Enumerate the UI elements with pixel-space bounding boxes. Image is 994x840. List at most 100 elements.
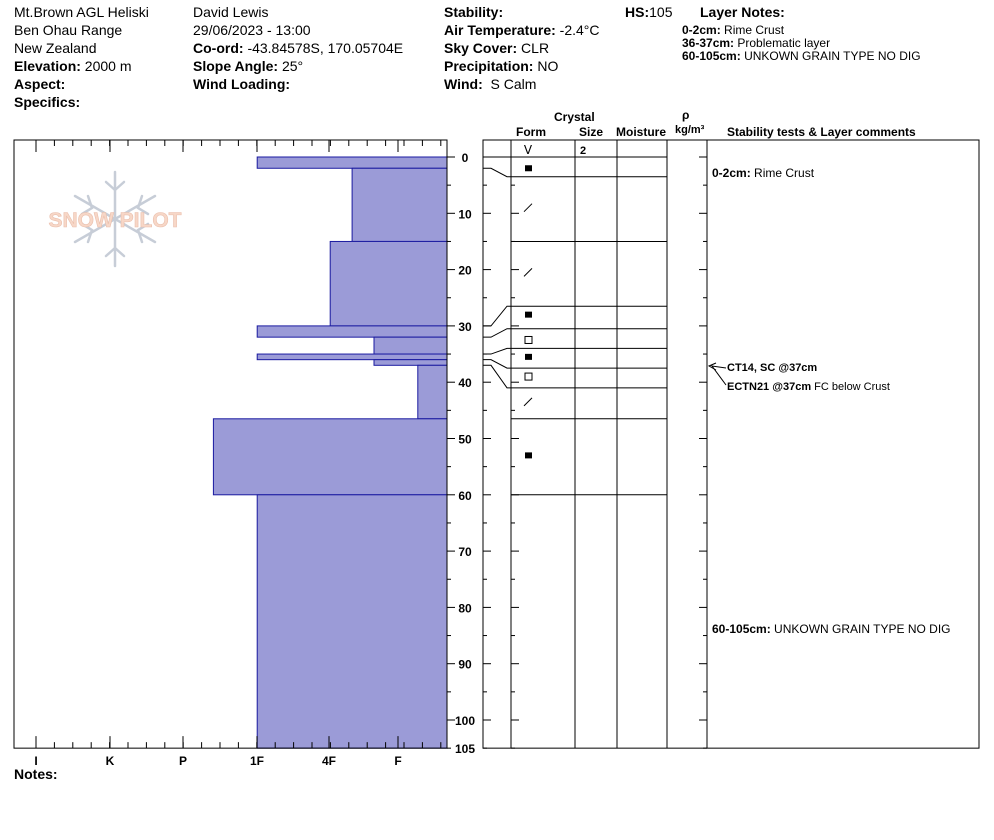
hardness-bar xyxy=(417,364,448,420)
hardness-bar xyxy=(256,325,448,338)
stability-label: Stability: xyxy=(444,4,504,20)
stability-comments: 0-2cm: Rime Crust CT14, SC @37cm ECTN21 @3… xyxy=(707,166,951,636)
rho-header: ρ xyxy=(682,108,690,122)
depth-tick-label: 0 xyxy=(462,151,469,165)
hardness-tick-label: F xyxy=(394,754,401,768)
density-unit-header: kg/m³ xyxy=(675,124,705,136)
operation-name: Mt.Brown AGL Heliski xyxy=(14,4,149,20)
coord-label: Co-ord: xyxy=(193,40,244,56)
elevation-row: Elevation: 2000 m xyxy=(14,58,132,74)
comment-text: Rime Crust xyxy=(751,166,815,180)
depth-tick-label: 20 xyxy=(458,264,472,278)
depth-tick-label: 60 xyxy=(458,489,472,503)
air-temp-row: Air Temperature: -2.4°C xyxy=(444,22,600,38)
layer-connector xyxy=(483,359,511,369)
stability-header: Stability tests & Layer comments xyxy=(727,125,916,139)
snowflake-icon xyxy=(73,170,157,268)
comment-text: FC below Crust xyxy=(811,381,890,393)
depth-tick-label: 90 xyxy=(458,658,472,672)
slope-row: Slope Angle: 25° xyxy=(193,58,303,74)
layer-note-text: Rime Crust xyxy=(724,23,785,37)
comment-text: UNKOWN GRAIN TYPE NO DIG xyxy=(771,622,951,636)
hardness-bar xyxy=(256,494,448,749)
moisture-header: Moisture xyxy=(616,125,667,139)
layer-connector xyxy=(483,305,511,327)
hs-row: HS:105 xyxy=(625,4,672,20)
depth-tick-label: 80 xyxy=(458,601,472,615)
elevation-value: 2000 m xyxy=(84,58,132,74)
hardness-tick-label: 4F xyxy=(322,754,336,768)
layer-note: 60-105cm: UNKOWN GRAIN TYPE NO DIG xyxy=(682,50,921,63)
comment-label: 0-2cm: xyxy=(712,166,751,180)
layer-notes-title: Layer Notes: xyxy=(700,4,785,20)
hardness-tick-label: P xyxy=(179,754,187,768)
depth-tick-label: 50 xyxy=(458,433,472,447)
form-header: Form xyxy=(516,125,546,139)
layer-note-text: Problematic layer xyxy=(737,36,831,50)
layer-comment: 60-105cm: UNKOWN GRAIN TYPE NO DIG xyxy=(712,622,951,636)
observer: David Lewis xyxy=(193,4,269,20)
faceted-crystal-icon xyxy=(525,311,532,318)
hardness-bar xyxy=(212,418,448,496)
size-header: Size xyxy=(579,125,604,139)
hardness-tick-label: I xyxy=(34,754,37,768)
decomposing-crystal-icon xyxy=(523,397,533,407)
comment-label: CT14, SC @37cm xyxy=(727,362,817,374)
layer-connector xyxy=(483,328,511,338)
hardness-tick-label: 1F xyxy=(250,754,264,768)
datetime: 29/06/2023 - 13:00 xyxy=(193,22,311,38)
test-pointer-arrow xyxy=(710,365,727,386)
notes-label: Notes: xyxy=(14,766,58,782)
wind-loading-label: Wind Loading: xyxy=(193,76,291,92)
aspect-label: Aspect: xyxy=(14,76,66,92)
crystal-header: Crystal xyxy=(554,110,595,124)
layer-note: 0-2cm: Rime Crust xyxy=(682,24,784,37)
depth-axis: 0 10 20 30 40 50 60 70 80 90 100 105 xyxy=(447,151,707,756)
sky-label: Sky Cover: xyxy=(444,40,518,56)
surface-hoar-symbol: V xyxy=(524,143,533,157)
country: New Zealand xyxy=(14,40,97,56)
slope-value: 25° xyxy=(281,58,304,74)
air-temp-value: -2.4°C xyxy=(559,22,600,38)
precip-value: NO xyxy=(537,58,559,74)
hardness-bar xyxy=(329,240,448,327)
hardness-tick-label: K xyxy=(106,754,115,768)
test-pointer-arrow xyxy=(707,362,717,371)
depth-tick-label: 100 xyxy=(455,714,475,728)
sky-value: CLR xyxy=(521,40,550,56)
hardness-profile xyxy=(212,156,448,749)
layer-comment: 0-2cm: Rime Crust xyxy=(712,166,815,180)
hs-value: 105 xyxy=(649,4,673,20)
faceted-crystal-icon xyxy=(525,165,532,172)
logo-text: SNOW PILOT xyxy=(49,209,182,232)
table-frame xyxy=(482,139,980,749)
layer-note-range: 0-2cm: xyxy=(682,23,721,37)
layer-note-range: 60-105cm: xyxy=(682,49,741,63)
rounded-facet-icon xyxy=(524,335,533,344)
hardness-bar xyxy=(256,353,448,361)
stability-test-comment: CT14, SC @37cm xyxy=(727,362,817,374)
layer-note: 36-37cm: Problematic layer xyxy=(682,37,830,50)
precip-row: Precipitation: NO xyxy=(444,58,558,74)
range-name: Ben Ohau Range xyxy=(14,22,123,38)
hardness-bar xyxy=(351,167,448,242)
faceted-crystal-icon xyxy=(525,452,532,459)
elevation-label: Elevation: xyxy=(14,58,81,74)
coord-value: -43.84578S, 170.05704E xyxy=(247,40,404,56)
stability-test-comment: ECTN21 @37cm FC below Crust xyxy=(727,381,890,393)
sky-row: Sky Cover: CLR xyxy=(444,40,549,56)
layer-connector xyxy=(483,167,511,178)
comment-label: ECTN21 @37cm xyxy=(727,381,811,393)
depth-tick-label: 10 xyxy=(458,207,472,221)
depth-tick-label: 40 xyxy=(458,376,472,390)
coord-row: Co-ord: -43.84578S, 170.05704E xyxy=(193,40,403,56)
wind-value: S Calm xyxy=(490,76,537,92)
layer-note-range: 36-37cm: xyxy=(682,36,735,50)
depth-tick-label: 70 xyxy=(458,545,472,559)
wind-row: Wind: S Calm xyxy=(444,76,536,92)
air-temp-label: Air Temperature: xyxy=(444,22,556,38)
snowpilot-logo: SNOW PILOT xyxy=(48,170,182,268)
decomposing-crystal-icon xyxy=(523,203,533,213)
